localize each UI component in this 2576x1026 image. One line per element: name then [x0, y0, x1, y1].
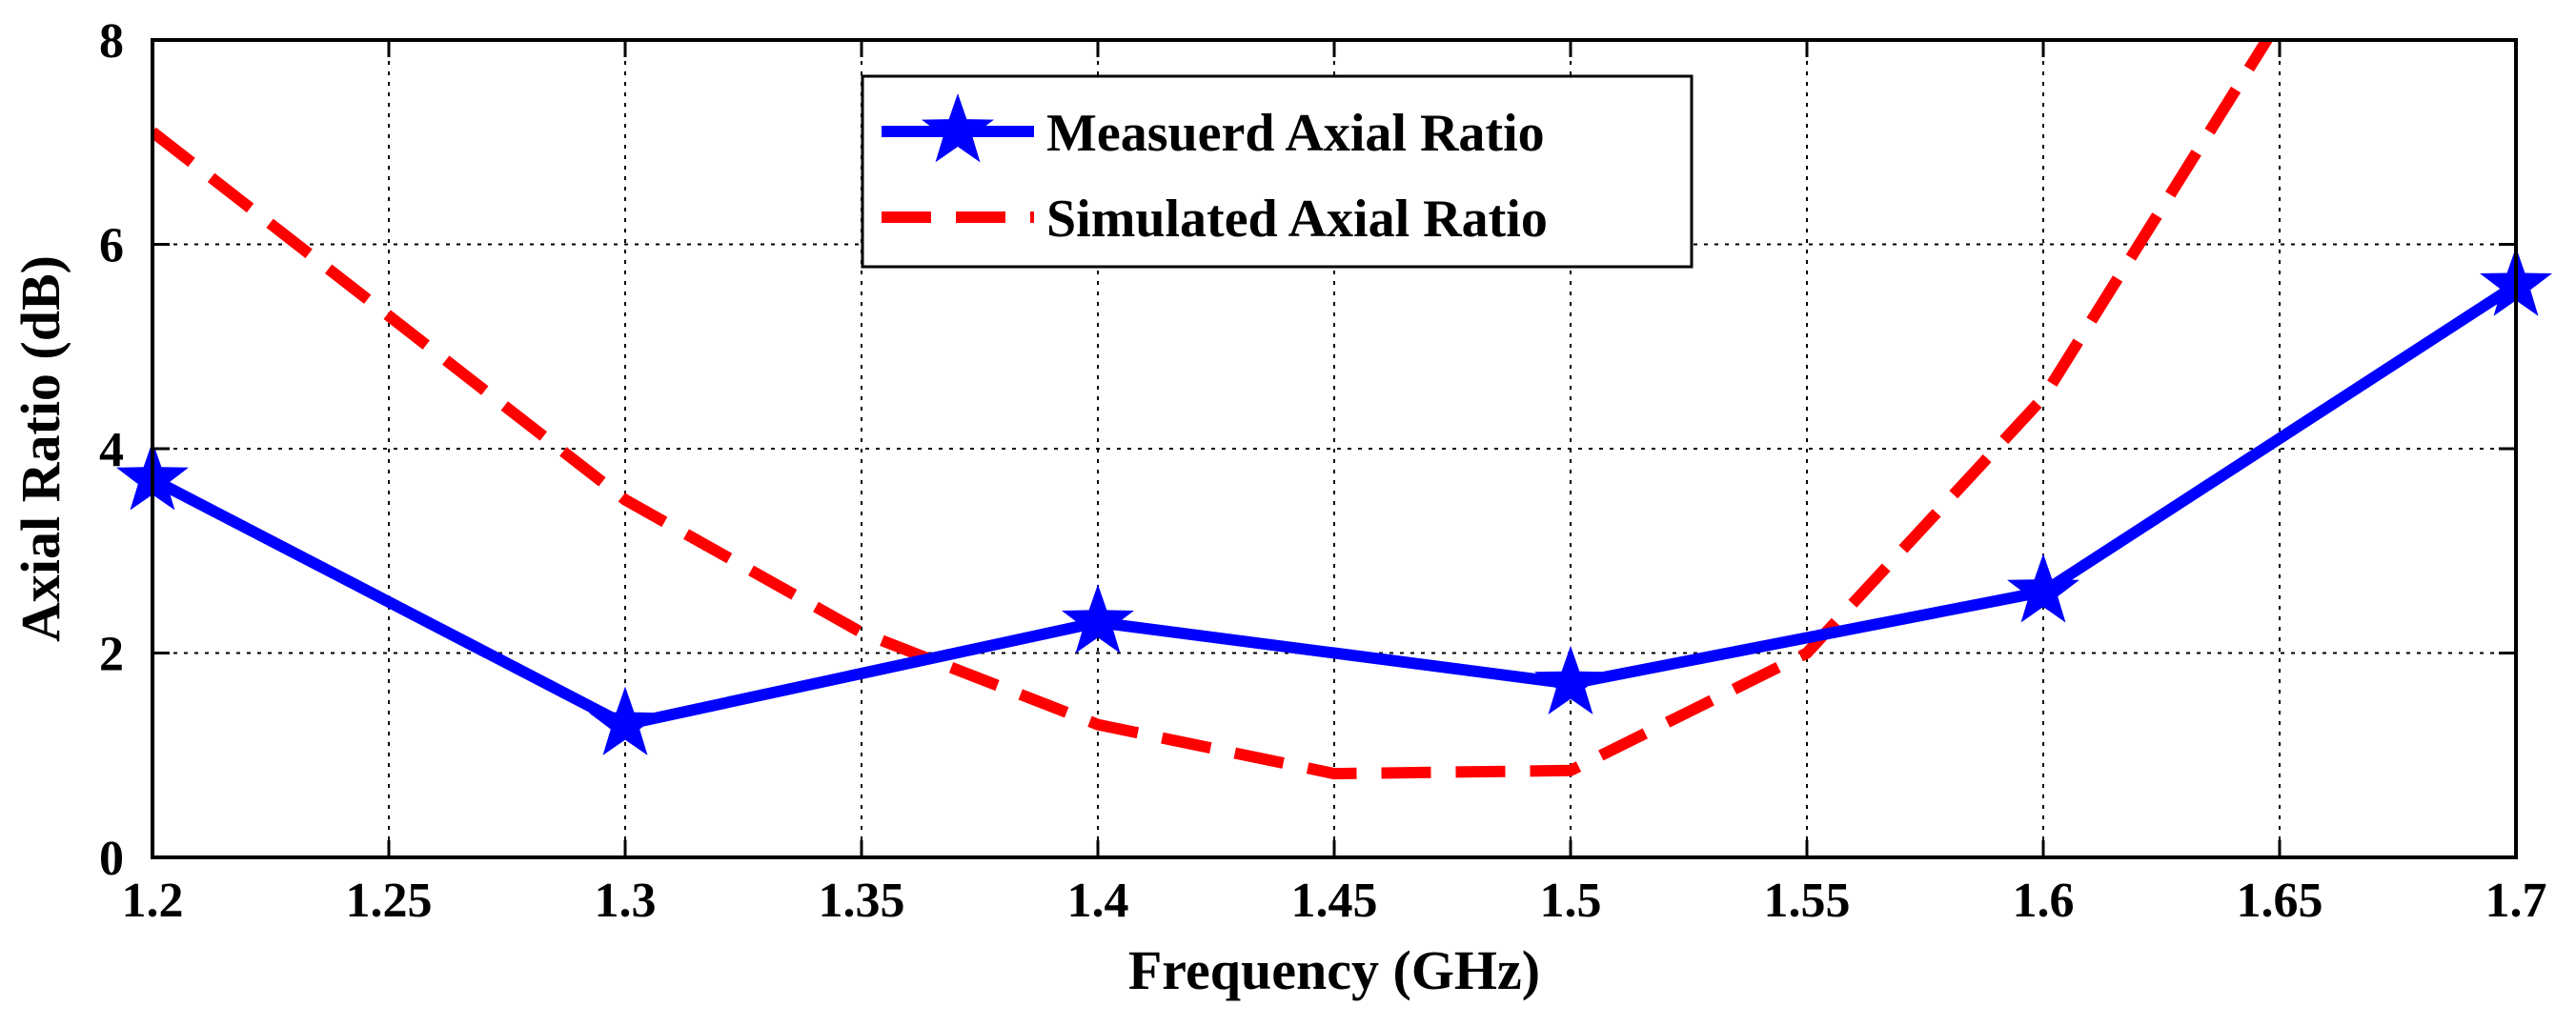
legend-marker-measured-star — [922, 93, 994, 163]
y-tick-label: 6 — [99, 219, 124, 273]
legend-label-simulated: Simulated Axial Ratio — [1046, 190, 1548, 249]
series-line-measured — [152, 280, 2516, 731]
x-tick-label: 1.45 — [1291, 874, 1378, 928]
data-point-measured-star — [589, 686, 661, 755]
x-tick-label: 1.65 — [2237, 874, 2323, 928]
y-tick-label: 0 — [99, 832, 124, 886]
series-line-simulated — [152, 40, 2274, 780]
x-tick-label: 1.55 — [1764, 874, 1851, 928]
data-point-measured-star — [1534, 645, 1607, 714]
x-tick-label: 1.6 — [2013, 874, 2075, 928]
data-point-measured-star — [1062, 584, 1134, 654]
y-tick-label: 8 — [99, 14, 124, 69]
y-axis-title: Axial Ratio (dB) — [10, 255, 71, 642]
x-tick-label: 1.25 — [346, 874, 433, 928]
x-tick-label: 1.35 — [819, 874, 905, 928]
x-tick-label: 1.2 — [122, 874, 184, 928]
legend: Measuerd Axial Ratio Simulated Axial Rat… — [861, 74, 1694, 269]
x-tick-label: 1.5 — [1540, 874, 1602, 928]
y-tick-label: 4 — [99, 423, 124, 477]
x-tick-label: 1.7 — [2485, 874, 2547, 928]
x-tick-label: 1.3 — [595, 874, 657, 928]
x-axis-title: Frequency (GHz) — [1128, 939, 1540, 1001]
data-point-measured-star — [2007, 553, 2079, 623]
x-tick-label: 1.4 — [1067, 874, 1129, 928]
legend-box — [861, 74, 1694, 269]
legend-label-measured: Measuerd Axial Ratio — [1046, 104, 1545, 163]
y-tick-label: 2 — [99, 628, 124, 682]
